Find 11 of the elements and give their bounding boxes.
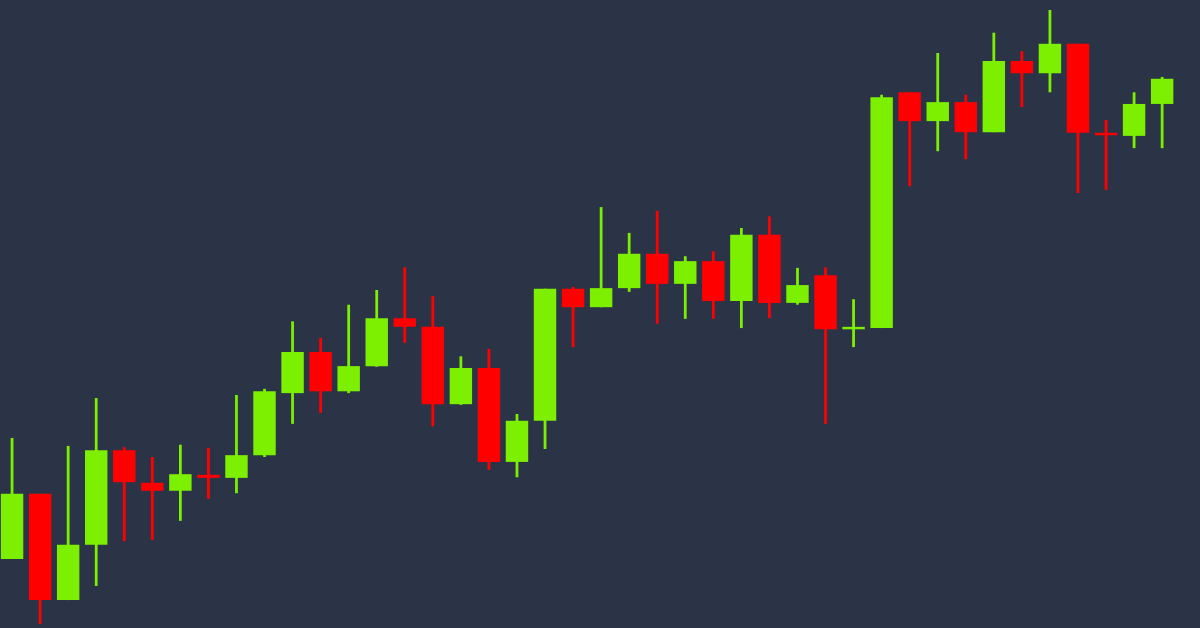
candlestick <box>926 51 949 153</box>
candlestick <box>393 265 416 345</box>
candlestick <box>197 446 220 501</box>
candlestick <box>169 443 192 523</box>
candlestick <box>1010 49 1034 109</box>
candlestick <box>674 254 697 321</box>
candlestick <box>141 455 164 542</box>
candlestick <box>589 205 613 309</box>
candlestick <box>786 266 809 307</box>
candlestick <box>225 393 248 495</box>
candlestick <box>561 285 585 349</box>
